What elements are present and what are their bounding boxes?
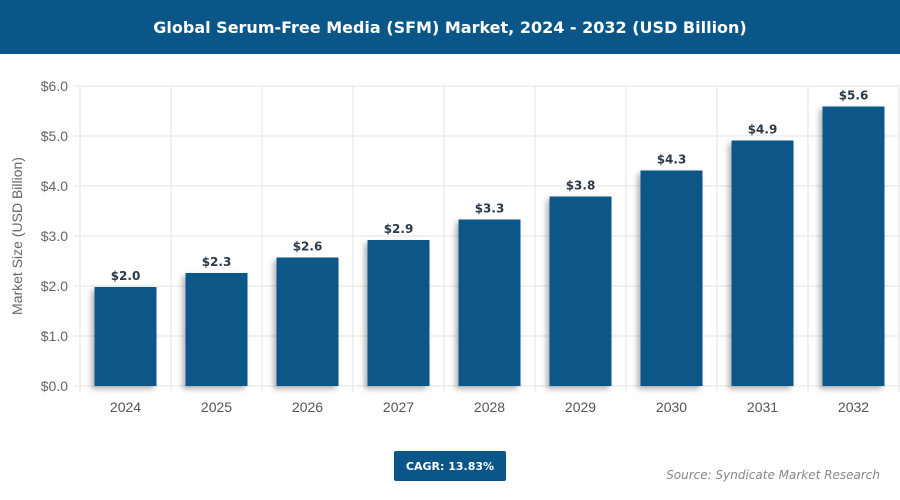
- x-tick-label: 2031: [747, 399, 778, 415]
- y-tick-label: $1.0: [41, 328, 68, 344]
- data-label: $2.3: [202, 255, 232, 269]
- bar: [94, 287, 157, 386]
- x-tick-label: 2025: [201, 399, 232, 415]
- chart-title: Global Serum-Free Media (SFM) Market, 20…: [0, 0, 900, 54]
- bar: [367, 240, 430, 386]
- bar: [822, 106, 885, 386]
- x-tick-label: 2032: [838, 399, 869, 415]
- data-label: $2.0: [111, 269, 141, 283]
- data-label: $4.9: [748, 123, 778, 137]
- y-tick-label: $5.0: [41, 128, 68, 144]
- bar-chart: Market Size (USD Billion) $0.0 $1.0 $2.0 $3…: [9, 78, 900, 415]
- y-tick-label: $3.0: [41, 228, 68, 244]
- y-tick-label: $0.0: [41, 378, 68, 394]
- bar: [731, 140, 794, 386]
- y-tick-label: $6.0: [41, 78, 68, 94]
- x-tick-label: 2027: [383, 399, 414, 415]
- bar: [458, 219, 521, 386]
- data-label: $3.8: [566, 179, 596, 193]
- x-tick-label: 2029: [565, 399, 596, 415]
- y-axis-label: Market Size (USD Billion): [9, 157, 25, 315]
- data-label: $4.3: [657, 153, 687, 167]
- y-tick-label: $4.0: [41, 178, 68, 194]
- x-tick-label: 2026: [292, 399, 323, 415]
- cagr-badge: CAGR: 13.83%: [394, 451, 506, 481]
- y-tick-label: $2.0: [41, 278, 68, 294]
- bar: [276, 257, 339, 386]
- x-tick-label: 2024: [110, 399, 141, 415]
- bar: [549, 196, 612, 386]
- x-tick-label: 2028: [474, 399, 505, 415]
- bar: [185, 273, 248, 386]
- source-note: Source: Syndicate Market Research: [666, 468, 880, 482]
- x-tick-label: 2030: [656, 399, 687, 415]
- data-label: $3.3: [475, 202, 505, 216]
- data-label: $2.6: [293, 240, 323, 254]
- bar: [640, 170, 703, 386]
- data-label: $2.9: [384, 222, 414, 236]
- data-label: $5.6: [839, 89, 869, 103]
